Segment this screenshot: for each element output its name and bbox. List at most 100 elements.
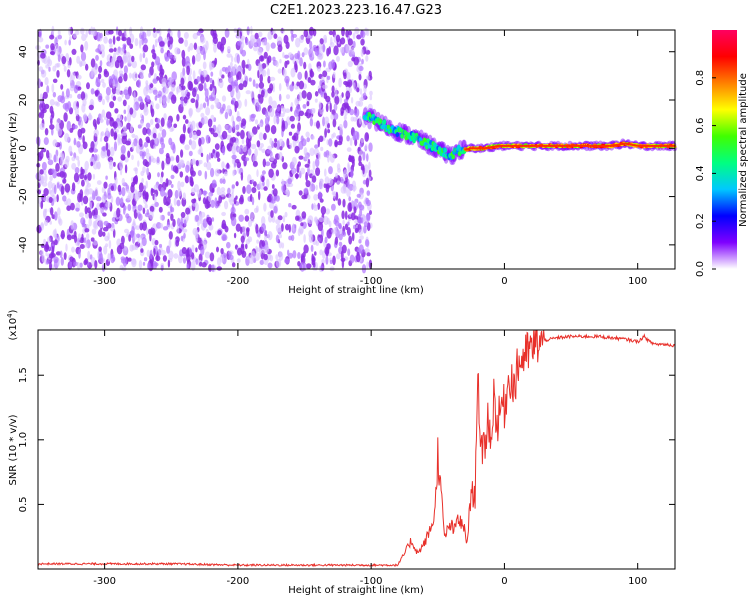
noise-speckle: [190, 159, 196, 165]
noise-speckle: [151, 157, 157, 164]
noise-speckle: [203, 82, 207, 91]
noise-speckle: [55, 44, 59, 52]
noise-speckle: [288, 223, 291, 233]
noise-speckle: [52, 91, 57, 98]
noise-speckle: [229, 137, 234, 147]
noise-speckle: [324, 236, 328, 244]
noise-speckle: [183, 219, 187, 227]
noise-speckle: [310, 135, 315, 140]
noise-speckle: [102, 145, 106, 152]
noise-speckle: [159, 125, 163, 132]
noise-speckle: [59, 250, 63, 259]
signal-peak: [665, 144, 667, 147]
signal-peak: [559, 144, 561, 147]
noise-speckle: [293, 109, 300, 117]
noise-speckle: [290, 33, 294, 42]
noise-speckle: [263, 253, 268, 261]
noise-speckle: [360, 38, 365, 46]
noise-speckle: [203, 115, 209, 125]
noise-speckle: [176, 199, 181, 207]
noise-speckle: [359, 88, 363, 95]
noise-speckle: [131, 154, 134, 160]
signal-peak: [633, 144, 635, 147]
noise-speckle: [99, 44, 105, 53]
noise-speckle: [328, 166, 333, 175]
noise-speckle: [86, 233, 90, 240]
noise-speckle: [254, 119, 259, 125]
noise-speckle: [365, 55, 369, 62]
noise-speckle: [177, 180, 181, 191]
signal-peak: [542, 144, 543, 147]
signal-peak: [546, 144, 548, 147]
noise-speckle: [170, 174, 175, 180]
noise-speckle: [308, 26, 315, 36]
signal-peak: [623, 142, 625, 145]
noise-speckle: [220, 36, 227, 46]
noise-speckle: [175, 154, 180, 164]
noise-speckle: [152, 30, 158, 39]
noise-speckle: [237, 71, 242, 80]
signal-peak: [592, 144, 594, 147]
noise-speckle: [49, 220, 52, 225]
noise-speckle: [312, 160, 316, 171]
noise-speckle: [167, 40, 171, 48]
noise-speckle: [70, 220, 74, 230]
noise-speckle: [160, 171, 164, 178]
signal-peak: [518, 144, 519, 147]
noise-speckle: [195, 258, 199, 265]
noise-speckle: [324, 128, 327, 138]
noise-speckle: [241, 59, 246, 69]
noise-speckle: [150, 104, 153, 114]
noise-speckle: [112, 35, 116, 45]
noise-speckle: [116, 207, 121, 218]
noise-speckle: [269, 76, 276, 82]
noise-speckle: [39, 250, 44, 257]
signal-peak: [514, 144, 515, 147]
noise-speckle: [168, 239, 172, 249]
noise-speckle: [89, 201, 93, 210]
noise-speckle: [163, 195, 167, 206]
noise-speckle: [352, 82, 356, 90]
noise-speckle: [226, 241, 231, 249]
signal-peak: [637, 144, 639, 147]
noise-speckle: [261, 63, 267, 69]
noise-speckle: [177, 161, 182, 169]
noise-speckle: [347, 30, 353, 36]
noise-speckle: [162, 226, 169, 231]
noise-speckle: [108, 63, 114, 68]
noise-speckle: [189, 138, 192, 146]
noise-speckle: [267, 31, 273, 40]
signal-peak: [476, 147, 478, 150]
noise-speckle: [127, 257, 132, 262]
noise-speckle: [270, 162, 277, 169]
noise-speckle: [153, 248, 156, 257]
noise-speckle: [115, 196, 121, 206]
noise-speckle: [353, 206, 357, 214]
noise-speckle: [127, 204, 132, 211]
noise-speckle: [287, 178, 293, 185]
noise-speckle: [331, 203, 336, 211]
signal-peak: [546, 144, 547, 147]
noise-speckle: [256, 169, 259, 178]
noise-speckle: [327, 155, 330, 163]
noise-speckle: [209, 96, 215, 102]
signal-peak: [471, 147, 473, 150]
noise-speckle: [152, 78, 158, 84]
noise-speckle: [124, 156, 129, 163]
noise-speckle: [144, 193, 149, 202]
noise-speckle: [129, 244, 134, 252]
noise-speckle: [362, 92, 367, 99]
noise-speckle: [200, 211, 206, 218]
snr-ylabel: SNR (10 * v/v): [8, 414, 19, 485]
noise-speckle: [189, 176, 193, 184]
noise-speckle: [173, 55, 177, 61]
noise-speckle: [305, 131, 310, 138]
noise-speckle: [295, 98, 300, 104]
signal-peak: [557, 144, 559, 147]
noise-speckle: [135, 144, 141, 154]
noise-speckle: [217, 157, 221, 162]
spectrogram-xlabel: Height of straight line (km): [288, 285, 424, 296]
noise-speckle: [128, 191, 132, 201]
noise-speckle: [195, 247, 198, 253]
noise-speckle: [279, 234, 282, 239]
